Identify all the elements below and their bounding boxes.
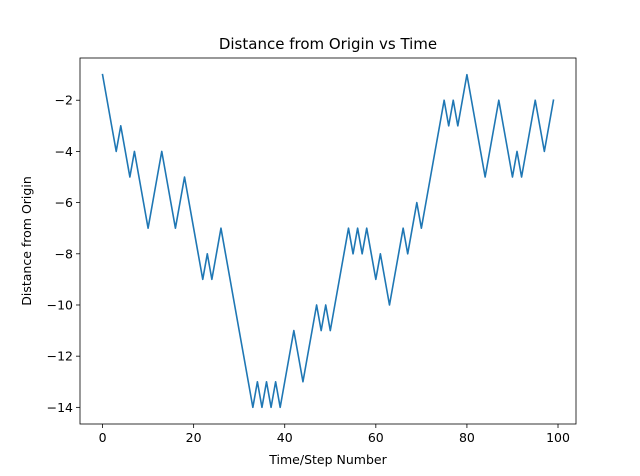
plot-area: [80, 58, 576, 424]
x-tick-label: 20: [186, 430, 202, 445]
series-line: [101, 73, 555, 409]
y-tick-label: −6: [55, 195, 73, 210]
x-axis-ticks: 0 20 40 60 80 100: [99, 424, 570, 445]
y-tick-label: −14: [47, 400, 73, 415]
chart-title: Distance from Origin vs Time: [219, 35, 437, 53]
x-tick-label: 100: [546, 430, 570, 445]
y-tick-label: −10: [47, 297, 73, 312]
x-tick-label: 40: [277, 430, 293, 445]
x-axis-label: Time/Step Number: [268, 452, 387, 467]
x-tick-label: 80: [459, 430, 475, 445]
x-tick-label: 60: [368, 430, 384, 445]
y-tick-label: −12: [47, 349, 73, 364]
x-tick-label: 0: [99, 430, 107, 445]
y-tick-label: −2: [55, 93, 73, 108]
plot-frame: [79, 57, 577, 425]
y-axis-label: Distance from Origin: [19, 176, 34, 305]
y-tick-label: −4: [55, 144, 73, 159]
y-axis-ticks: −14 −12 −10 −8 −6 −4 −2: [47, 93, 80, 415]
y-tick-label: −8: [55, 246, 73, 261]
